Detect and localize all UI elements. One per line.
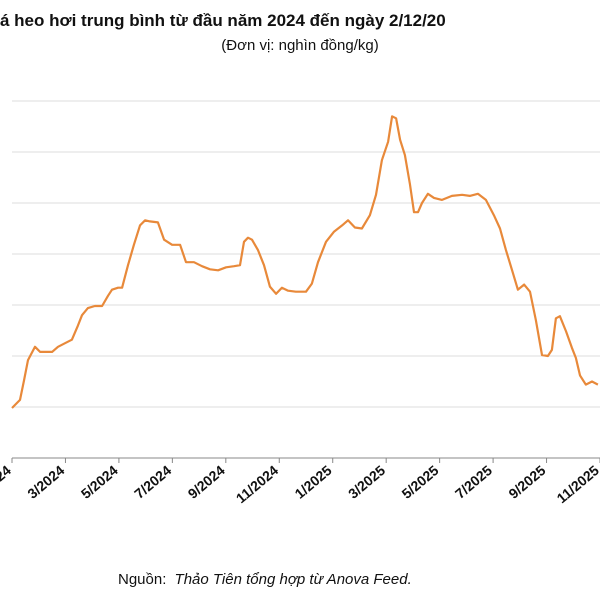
x-tick-label: 3/2025 (345, 462, 388, 502)
x-tick-label: 5/2024 (78, 462, 121, 502)
source-text: Thảo Tiên tổng hợp từ Anova Feed. (175, 571, 412, 588)
x-tick-label: 9/2025 (505, 462, 548, 502)
x-tick-label: 11/2024 (233, 462, 282, 506)
x-tick-label: 9/2024 (185, 462, 228, 502)
source-label: Nguồn: (118, 571, 166, 588)
price-line (11, 115, 599, 409)
chart-subtitle: (Đơn vị: nghìn đồng/kg) (221, 37, 378, 54)
x-tick-label: 5/2025 (398, 462, 441, 502)
x-tick-label: 11/2025 (553, 462, 600, 506)
x-tick-label: 7/2025 (452, 462, 495, 502)
x-tick-label: 1/2024 (0, 462, 14, 502)
source: Nguồn: Thảo Tiên tổng hợp từ Anova Feed. (118, 571, 412, 588)
x-tick-label: 1/2025 (292, 462, 335, 502)
x-tick-label: 3/2024 (24, 462, 67, 502)
x-tick-label: 7/2024 (131, 462, 174, 502)
chart-title: á heo hơi trung bình từ đầu năm 2024 đến… (0, 11, 446, 30)
